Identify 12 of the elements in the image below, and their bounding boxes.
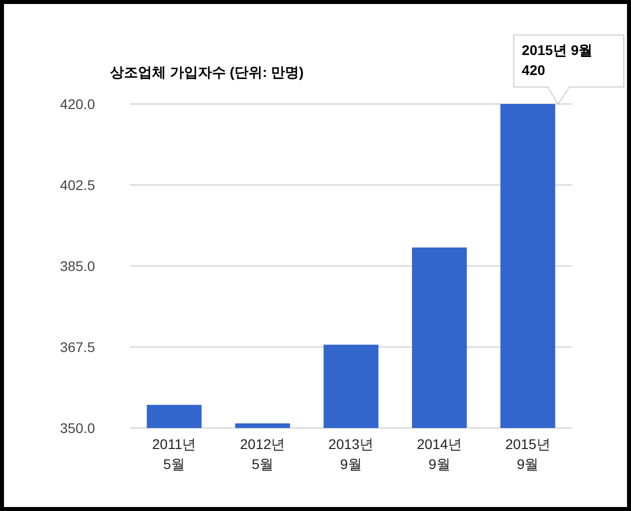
y-tick-label: 420.0	[60, 96, 96, 112]
y-tick-label: 385.0	[60, 258, 96, 274]
x-tick-label: 2013년 9월	[328, 436, 374, 472]
x-tick-label: 2014년 9월	[416, 436, 462, 472]
y-tick-label: 367.5	[60, 339, 96, 355]
x-tick-label: 2012년 5월	[240, 436, 286, 472]
annotation: 2015년 9월 420	[522, 42, 593, 78]
x-tick-label: 2011년 5월	[152, 436, 196, 472]
y-tick-label: 402.5	[60, 177, 96, 193]
y-tick-label: 350.0	[60, 420, 96, 436]
x-tick-label: 2015년 9월	[505, 436, 550, 472]
chart-title: 상조업체 가입자수 (단위: 만명)	[110, 64, 304, 80]
